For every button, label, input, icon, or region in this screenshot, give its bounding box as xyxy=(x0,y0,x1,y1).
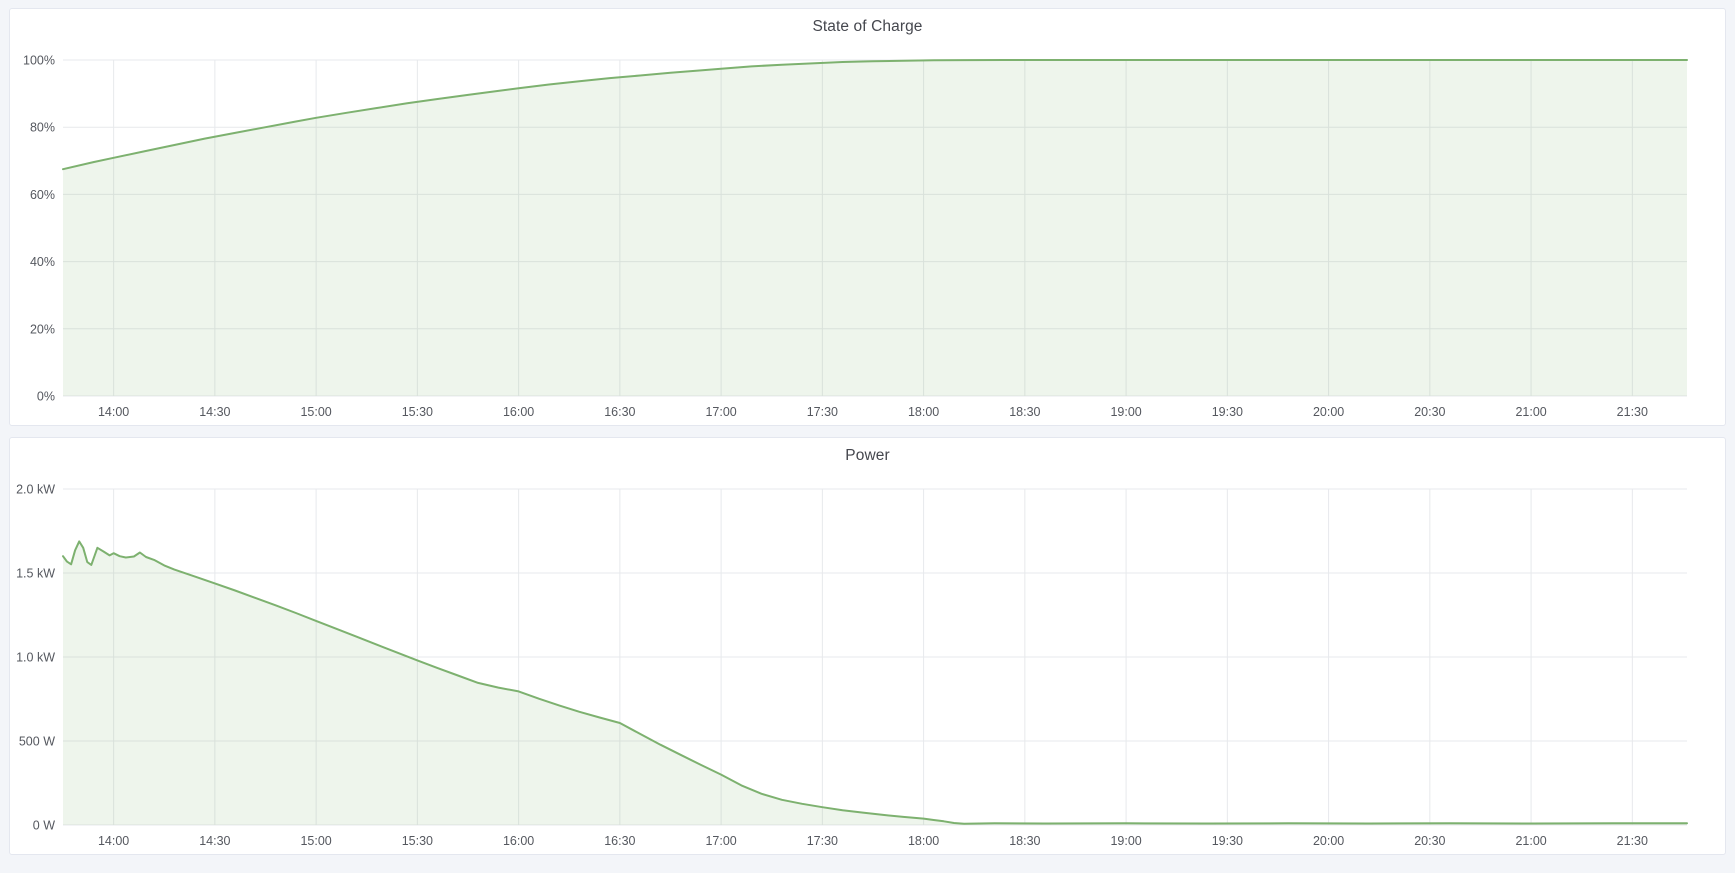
x-tick-label: 15:00 xyxy=(300,405,331,419)
x-tick-label: 14:00 xyxy=(98,405,129,419)
x-tick-label: 18:30 xyxy=(1009,405,1040,419)
panel-power: Power 0 W 500 W 1.0 kW 1.5 kW 2.0 kW 14:00 14:… xyxy=(9,437,1726,855)
x-tick-label: 14:30 xyxy=(199,834,230,848)
y-tick-label: 0% xyxy=(37,390,55,404)
x-tick-label: 18:30 xyxy=(1009,834,1040,848)
x-tick-label: 19:30 xyxy=(1212,834,1243,848)
x-tick-label: 16:00 xyxy=(503,405,534,419)
y-tick-label: 80% xyxy=(30,121,55,135)
x-tick-label: 16:00 xyxy=(503,834,534,848)
y-tick-label: 100% xyxy=(23,54,55,68)
x-tick-label: 17:00 xyxy=(705,834,736,848)
state-of-charge-chart[interactable]: 0% 20% 40% 60% 80% 100% 14:00 14:30 15:00 15:30 16… xyxy=(10,48,1725,425)
x-tick-label: 20:30 xyxy=(1414,834,1445,848)
x-tick-label: 17:30 xyxy=(807,834,838,848)
x-tick-label: 15:30 xyxy=(402,405,433,419)
series-area-fill xyxy=(63,60,1687,396)
y-tick-label: 0 W xyxy=(33,819,55,833)
x-tick-label: 21:30 xyxy=(1617,834,1648,848)
power-plot: 0 W 500 W 1.0 kW 1.5 kW 2.0 kW 14:00 14:30 15:0… xyxy=(16,483,1688,848)
x-tick-label: 20:00 xyxy=(1313,405,1344,419)
x-tick-label: 15:00 xyxy=(300,834,331,848)
x-tick-label: 19:00 xyxy=(1110,834,1141,848)
x-tick-label: 19:00 xyxy=(1110,405,1141,419)
x-tick-label: 18:00 xyxy=(908,834,939,848)
x-tick-label: 21:00 xyxy=(1515,834,1546,848)
x-tick-label: 14:00 xyxy=(98,834,129,848)
panel-title-power: Power xyxy=(845,447,890,464)
x-tick-label: 21:00 xyxy=(1515,405,1546,419)
panel-title-state-of-charge: State of Charge xyxy=(812,18,923,35)
x-tick-label: 20:30 xyxy=(1414,405,1445,419)
x-tick-label: 19:30 xyxy=(1212,405,1243,419)
y-tick-label: 20% xyxy=(30,322,55,336)
series-area-fill xyxy=(63,541,1687,825)
x-tick-label: 20:00 xyxy=(1313,834,1344,848)
x-tick-label: 15:30 xyxy=(402,834,433,848)
series-line xyxy=(62,59,1688,171)
panel-state-of-charge: State of Charge 0% 20% 40% 60% 80% 100% 14:00 1… xyxy=(9,8,1726,426)
y-tick-label: 500 W xyxy=(19,735,55,749)
y-tick-label: 1.0 kW xyxy=(16,651,55,665)
y-tick-label: 2.0 kW xyxy=(16,483,55,497)
x-tick-label: 16:30 xyxy=(604,834,635,848)
power-chart[interactable]: 0 W 500 W 1.0 kW 1.5 kW 2.0 kW 14:00 14:30 15:0… xyxy=(10,477,1725,854)
x-tick-label: 14:30 xyxy=(199,405,230,419)
x-tick-label: 17:30 xyxy=(807,405,838,419)
series-line xyxy=(62,540,1688,825)
state-of-charge-plot: 0% 20% 40% 60% 80% 100% 14:00 14:30 15:00 15:30 16… xyxy=(23,54,1688,419)
y-tick-label: 60% xyxy=(30,188,55,202)
x-tick-label: 16:30 xyxy=(604,405,635,419)
x-tick-label: 18:00 xyxy=(908,405,939,419)
x-tick-label: 17:00 xyxy=(705,405,736,419)
x-tick-label: 21:30 xyxy=(1617,405,1648,419)
y-tick-label: 40% xyxy=(30,255,55,269)
y-tick-label: 1.5 kW xyxy=(16,567,55,581)
